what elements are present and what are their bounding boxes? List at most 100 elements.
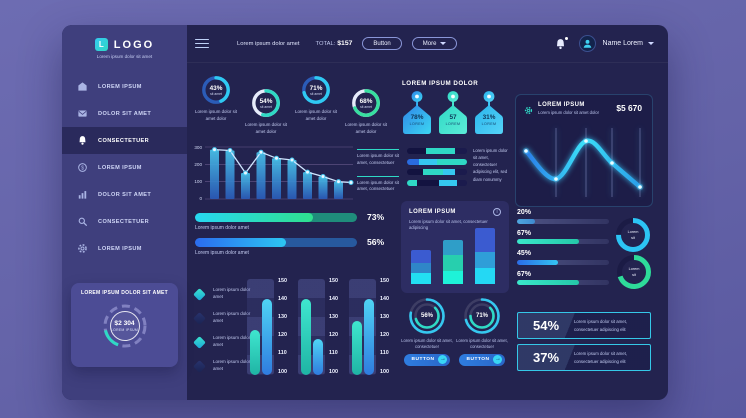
stacked-bar xyxy=(407,169,467,175)
stacked-bars-caption: Lorem ipsum dolor sit amet, consectetuer… xyxy=(473,148,508,182)
promo-value: $2 304 xyxy=(114,319,135,327)
side-gauge: Lorem sit xyxy=(614,252,654,292)
donut-caption: Lorem ipsum dolor sit amet dolor xyxy=(195,109,237,121)
progress-track[interactable] xyxy=(195,213,357,222)
svg-text:$: $ xyxy=(81,165,84,171)
sidebar-item-label: LOREM IPSUM xyxy=(98,83,142,90)
line-chart-svg xyxy=(522,128,644,197)
sidebar-item-label: CONSECTETUER xyxy=(98,137,150,144)
header-button[interactable]: Button xyxy=(362,37,402,50)
progress-track[interactable] xyxy=(195,238,357,247)
bars-panel: LOREM IPSUM i Lorem ipsum dolor sit amet… xyxy=(401,201,509,293)
donut-value: 68% sit amet xyxy=(359,97,373,109)
gauge-button[interactable]: BUTTON → xyxy=(458,353,506,366)
list-item[interactable]: Lorem ipsum dolor amet xyxy=(193,330,251,354)
sidebar-item-label: CONSECTETUER xyxy=(98,218,150,225)
logo-icon: L xyxy=(94,38,108,51)
stat-box-text: Lorem ipsum dolor sit amet, consectetuer… xyxy=(574,319,628,332)
mini-bar xyxy=(261,299,272,375)
donut-value: 71% sit amet xyxy=(309,84,323,96)
progress-bar: 56% Lorem ipsum dolor amet xyxy=(195,237,403,256)
info-icon[interactable]: i xyxy=(493,208,501,216)
pins-section-title: LOREM IPSUM DOLOR xyxy=(402,80,479,87)
stat-row-track[interactable] xyxy=(517,218,609,224)
donut-caption: Lorem ipsum dolor sit amet dolor xyxy=(345,122,387,134)
user-name[interactable]: Name Lorem xyxy=(602,40,643,47)
stacked-bar xyxy=(407,148,467,154)
mini-bar-scale: 150 140 130 120 110 100 xyxy=(380,278,389,375)
promo-label: LOREM IPSUM xyxy=(110,327,139,332)
pin-badge[interactable]: 57 LOREM xyxy=(437,90,469,140)
mini-bar xyxy=(363,299,374,375)
sidebar-item-6[interactable]: CONSECTETUER xyxy=(62,208,187,235)
list-item[interactable]: Lorem ipsum dolor amet xyxy=(193,282,251,306)
pin-badge[interactable]: 31% LOREM xyxy=(473,90,505,140)
donut-value: 54% sit amet xyxy=(259,97,273,109)
sidebar-item-2[interactable]: DOLOR SIT AMET xyxy=(62,100,187,127)
sidebar-promo-card[interactable]: LOREM IPSUM DOLOR SIT AMET $2 304 LOREM … xyxy=(71,283,178,367)
sidebar-item-label: LOREM IPSUM xyxy=(98,245,142,252)
kpi-donut[interactable]: 68% sit amet Lorem ipsum dolor sit amet do… xyxy=(341,88,391,136)
stat-row-track[interactable] xyxy=(517,259,609,265)
mini-bar-scale: 150 140 130 120 110 100 xyxy=(278,278,287,375)
mini-bar xyxy=(312,339,323,375)
kpi-donut[interactable]: 71% sit amet Lorem ipsum dolor sit amet do… xyxy=(291,75,341,136)
gear-icon xyxy=(77,243,88,254)
sidebar: L LOGO Lorem ipsum dolor sit amet LOREM … xyxy=(62,25,187,400)
sidebar-item-label: LOREM IPSUM xyxy=(98,164,142,171)
gauge-button[interactable]: BUTTON → xyxy=(403,353,451,366)
mini-bar xyxy=(249,330,260,375)
mini-bar-group: 150 140 130 120 110 100 xyxy=(247,278,291,375)
mini-bar-groups: 150 140 130 120 110 100 150 140 130 120 110 100 150 1… xyxy=(247,278,400,375)
list-item[interactable]: Lorem ipsum dolor amet xyxy=(193,354,251,378)
ring-gauge-rings: 56% xyxy=(407,296,447,336)
ring-gauge: 56% Lorem ipsum dolor sit amet, consectet… xyxy=(401,296,453,366)
stat-box-value: 37% xyxy=(532,350,560,365)
sidebar-item-label: DOLOR SIT AMET xyxy=(98,191,152,198)
mini-bar xyxy=(351,321,362,375)
stat-row-track[interactable] xyxy=(517,280,609,285)
panel-bar xyxy=(443,240,463,284)
list-item[interactable]: Lorem ipsum dolor amet xyxy=(193,306,251,330)
stat-row-fill xyxy=(517,259,559,265)
chart-legend: Lorem ipsum dolor sit amet, consectetuer… xyxy=(357,149,399,202)
sidebar-item-1[interactable]: LOREM IPSUM xyxy=(62,73,187,100)
hamburger-menu-icon[interactable] xyxy=(195,36,209,50)
top-bar: Lorem ipsum dolor amet TOTAL: $157 Button… xyxy=(187,25,668,63)
donut-ring: 71% sit amet xyxy=(301,75,331,105)
dashboard-window: L LOGO Lorem ipsum dolor sit amet LOREM … xyxy=(62,25,668,400)
stat-row-track[interactable] xyxy=(517,239,609,244)
gear-icon xyxy=(524,102,533,115)
donut-ring: 54% sit amet xyxy=(251,88,281,118)
bars-panel-subtitle: Lorem ipsum dolor sit amet, consectetuer… xyxy=(409,219,488,231)
user-chevron-down-icon[interactable] xyxy=(648,42,654,45)
gauge-button-label: BUTTON xyxy=(411,357,435,363)
line-panel-title: LOREM IPSUM xyxy=(538,102,585,108)
pin-value: 78% LOREM xyxy=(409,114,425,126)
more-dropdown[interactable]: More xyxy=(411,37,458,50)
main-area: Lorem ipsum dolor amet TOTAL: $157 Button… xyxy=(187,25,668,400)
kpi-donut[interactable]: 43% sit amet Lorem ipsum dolor sit amet do… xyxy=(191,75,241,136)
chart-icon xyxy=(77,189,88,200)
mini-bar-group: 150 140 130 120 110 100 xyxy=(349,278,393,375)
user-avatar[interactable] xyxy=(578,35,596,52)
ring-gauge-caption: Lorem ipsum dolor sit amet, consectetuer xyxy=(401,338,453,350)
side-gauge-label: Lorem sit xyxy=(627,229,639,240)
sidebar-item-5[interactable]: DOLOR SIT AMET xyxy=(62,181,187,208)
pin-badge[interactable]: 78% LOREM xyxy=(401,90,433,140)
notifications-bell-icon[interactable] xyxy=(554,35,569,51)
logo-subtitle: Lorem ipsum dolor sit amet xyxy=(96,54,153,59)
sidebar-item-3[interactable]: CONSECTETUER xyxy=(62,127,187,154)
line-panel-amount: $5 670 xyxy=(616,103,642,113)
stat-box[interactable]: 37% Lorem ipsum dolor sit amet, consectet… xyxy=(517,344,651,371)
sidebar-item-7[interactable]: LOREM IPSUM xyxy=(62,235,187,262)
kpi-donut[interactable]: 54% sit amet Lorem ipsum dolor sit amet do… xyxy=(241,88,291,136)
sidebar-item-4[interactable]: $ LOREM IPSUM xyxy=(62,154,187,181)
gauge-button-label: BUTTON xyxy=(466,357,490,363)
stat-box[interactable]: 54% Lorem ipsum dolor sit amet, consectet… xyxy=(517,312,651,339)
notification-badge xyxy=(563,35,569,41)
stat-row-fill xyxy=(517,239,579,244)
stacked-bar xyxy=(407,179,467,186)
side-gauge: Lorem sit xyxy=(613,215,653,255)
